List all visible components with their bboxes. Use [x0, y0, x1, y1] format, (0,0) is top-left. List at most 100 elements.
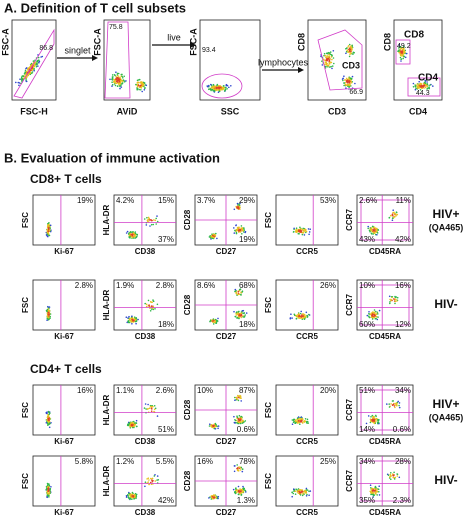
event-dot — [212, 323, 215, 325]
event-dot — [350, 45, 352, 47]
event-dot — [348, 55, 351, 58]
event-dot — [330, 65, 332, 68]
event-dot — [390, 403, 392, 405]
event-dot — [217, 495, 220, 498]
event-dot — [32, 65, 35, 68]
event-dot — [396, 473, 399, 476]
event-dot — [396, 213, 399, 216]
event-dot — [217, 427, 219, 430]
event-dot — [371, 420, 374, 422]
event-dot — [369, 227, 372, 229]
event-dot — [305, 421, 308, 424]
event-dot — [47, 423, 49, 425]
event-dot — [369, 484, 372, 487]
y-axis-label: CD28 — [183, 294, 192, 315]
event-dot — [349, 53, 351, 56]
plot-frame — [199, 19, 261, 101]
event-dot — [236, 464, 238, 466]
event-dot — [347, 85, 349, 87]
quadrant-percent: 34% — [359, 457, 375, 466]
event-dot — [296, 489, 298, 491]
quadrant-percent: 87% — [239, 386, 255, 395]
event-dot — [299, 491, 301, 493]
event-dot — [371, 418, 374, 421]
quadrant-percent: 78% — [239, 457, 255, 466]
event-dot — [46, 482, 49, 485]
event-dot — [212, 318, 215, 320]
event-dot — [368, 311, 370, 313]
event-dot — [147, 218, 150, 221]
event-dot — [393, 478, 396, 480]
event-dot — [297, 422, 299, 424]
event-dot — [305, 230, 308, 233]
event-dot — [432, 85, 434, 87]
event-dot — [152, 300, 155, 303]
event-dot — [131, 315, 133, 318]
event-dot — [403, 46, 405, 48]
event-dot — [303, 234, 306, 236]
event-dot — [299, 494, 302, 496]
event-dot — [128, 424, 130, 426]
event-dot — [390, 215, 392, 217]
event-dot — [212, 89, 214, 92]
event-dot — [306, 420, 309, 423]
event-dot — [48, 310, 51, 312]
event-dot — [305, 315, 307, 317]
event-dot — [243, 421, 245, 423]
event-dot — [325, 65, 327, 68]
event-dot — [240, 417, 243, 419]
event-dot — [295, 228, 298, 231]
event-dot — [292, 418, 295, 421]
event-dot — [241, 227, 244, 230]
event-dot — [32, 60, 35, 62]
event-dot — [212, 233, 215, 236]
event-dot — [236, 313, 239, 316]
event-dot — [47, 235, 49, 238]
x-axis-label: CD45RA — [369, 332, 401, 341]
event-dot — [236, 398, 239, 400]
event-dot — [377, 316, 379, 318]
event-dot — [47, 494, 49, 497]
event-dot — [389, 302, 391, 305]
row-sublabel: (QA465) — [429, 412, 464, 422]
event-dot — [156, 475, 159, 477]
x-axis-label: Ki-67 — [54, 437, 74, 446]
event-dot — [132, 319, 134, 322]
event-dot — [392, 473, 394, 475]
event-dot — [118, 83, 120, 86]
arrow-head — [298, 67, 304, 73]
event-dot — [222, 88, 224, 90]
event-dot — [240, 225, 243, 227]
event-dot — [36, 63, 39, 65]
event-dot — [143, 407, 146, 409]
event-dot — [367, 227, 370, 230]
quadrant-percent: 42% — [395, 235, 411, 244]
gate-value: 75.8 — [109, 24, 123, 31]
event-dot — [369, 418, 372, 421]
event-dot — [48, 420, 51, 423]
event-dot — [243, 312, 245, 314]
event-dot — [376, 494, 379, 496]
event-dot — [49, 488, 51, 491]
event-dot — [420, 84, 423, 87]
x-axis-label: CD45RA — [369, 508, 401, 517]
event-dot — [208, 497, 210, 499]
group-title: CD8+ T cells — [30, 172, 102, 186]
event-dot — [126, 230, 129, 233]
event-dot — [47, 410, 50, 413]
event-dot — [373, 419, 375, 422]
event-dot — [233, 208, 236, 211]
event-dot — [226, 84, 229, 87]
gate — [407, 77, 441, 97]
plot-frame — [32, 279, 96, 331]
event-dot — [218, 86, 220, 89]
event-dot — [132, 495, 134, 498]
event-dot — [426, 81, 428, 83]
event-dot — [345, 50, 348, 53]
event-dot — [243, 231, 245, 233]
event-dot — [47, 424, 49, 427]
event-dot — [328, 61, 331, 64]
event-dot — [238, 204, 241, 206]
event-dot — [348, 43, 351, 46]
